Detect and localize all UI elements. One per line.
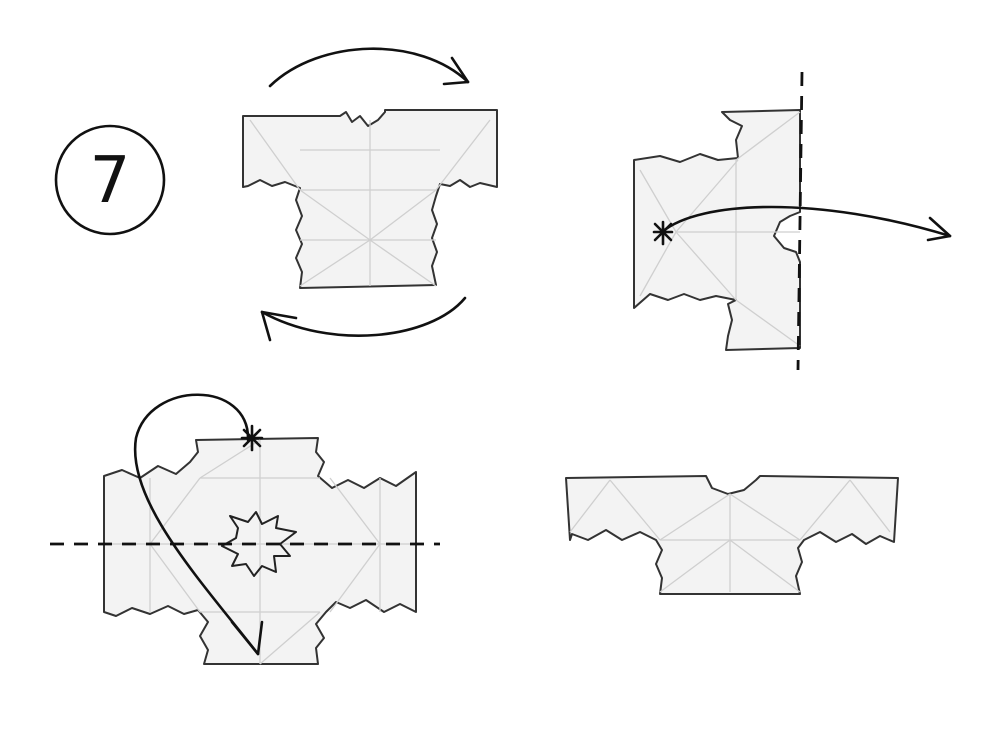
- step-number: 7: [90, 144, 131, 218]
- paper-half-shape: [633, 109, 801, 351]
- panel-fold-right: [633, 71, 952, 371]
- reference-star-1: [652, 220, 674, 246]
- fold-line-vertical: [796, 71, 804, 371]
- fold-arrow-down: [133, 393, 260, 656]
- step-number-badge: 7: [54, 124, 166, 236]
- turn-arrow-top: [268, 47, 470, 88]
- center-star-cut: [221, 511, 297, 577]
- reference-star-2: [240, 424, 264, 452]
- turn-arrow-bottom: [260, 296, 467, 337]
- panel-fold-down: [50, 393, 440, 665]
- fold-arrow-right: [660, 205, 952, 238]
- panel-turn-over: [242, 47, 498, 342]
- turn-arrow-bottom-head: [260, 310, 298, 342]
- crease-lines-4: [569, 479, 891, 593]
- fold-arrow-right-head: [926, 216, 952, 242]
- fold-arrow-down-head: [230, 620, 264, 656]
- paper-result-shape: [565, 475, 899, 595]
- crease-lines: [249, 119, 491, 287]
- panel-result: [565, 475, 899, 595]
- turn-arrow-top-head: [442, 56, 470, 86]
